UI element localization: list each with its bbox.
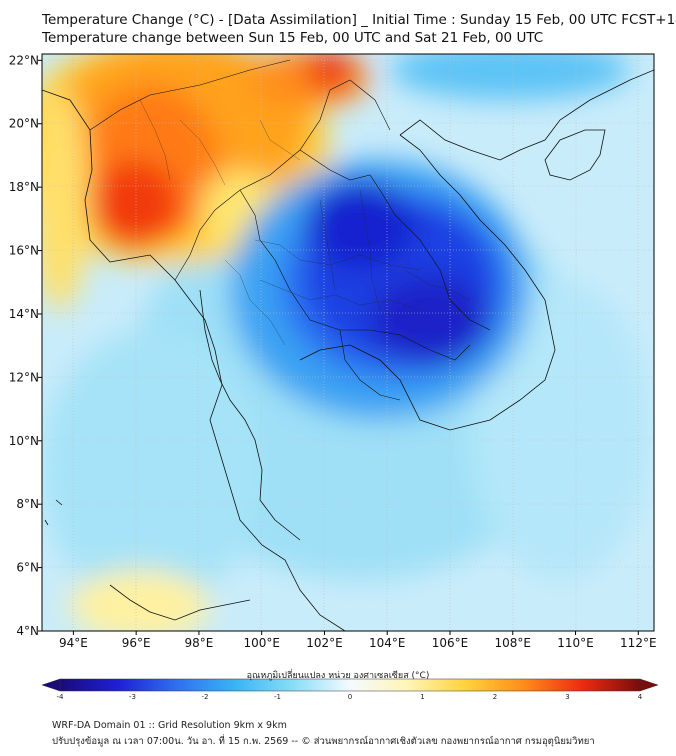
lon-tick-label: 100°E: [243, 636, 280, 650]
lat-tick-label: 20°N: [9, 117, 39, 131]
chart-title: Temperature Change (°C) - [Data Assimila…: [42, 12, 676, 28]
temperature-field: [42, 54, 654, 631]
lon-tick-label: 110°E: [557, 636, 594, 650]
lat-tick-label: 6°N: [16, 561, 39, 575]
lon-tick-label: 106°E: [432, 636, 469, 650]
colorbar-tick-label: 3: [565, 693, 569, 700]
coastlines: [42, 69, 654, 631]
lon-tick-label: 98°E: [184, 636, 213, 650]
colorbar-tick-label: 1: [420, 693, 424, 700]
colorbar-tick-label: -3: [129, 693, 136, 700]
model-info: WRF-DA Domain 01 :: Grid Resolution 9km …: [52, 720, 287, 731]
lat-tick-label: 16°N: [9, 244, 39, 258]
colorbar-tick-label: 0: [348, 693, 352, 700]
lon-tick-label: 94°E: [59, 636, 88, 650]
lon-tick-label: 108°E: [495, 636, 532, 650]
colorbar-tick-label: -4: [57, 693, 65, 700]
plot-frame: [41, 53, 655, 632]
temperature-change-map: 94°E 96°E 98°E 100°E 102°E 104°E 106°E 108°E 110…: [9, 53, 659, 700]
lat-tick-label: 22°N: [9, 53, 39, 67]
colorbar-tick-label: 2: [493, 693, 497, 700]
colorbar: -4 -3 -2 -1 0 1 2 3 4: [41, 678, 659, 700]
lon-axis: 94°E 96°E 98°E 100°E 102°E 104°E 106°E 108°E 110…: [59, 631, 657, 650]
lat-tick-label: 14°N: [9, 307, 39, 321]
lon-tick-label: 112°E: [620, 636, 657, 650]
colorbar-tick-label: -1: [274, 693, 281, 700]
lat-tick-label: 10°N: [9, 434, 39, 448]
colorbar-label: อุณหภูมิเปลี่ยนแปลง หน่วย องศาเซลเซียส (…: [246, 671, 430, 681]
chart-subtitle: Temperature change between Sun 15 Feb, 0…: [42, 30, 544, 46]
lon-tick-label: 102°E: [306, 636, 343, 650]
lat-tick-label: 12°N: [9, 370, 39, 384]
colorbar-tick-label: -2: [202, 693, 209, 700]
lat-tick-label: 18°N: [9, 180, 39, 194]
graticule: [42, 54, 654, 631]
update-info: ปรับปรุงข้อมูล ณ เวลา 07:00น. วัน อา. ที…: [52, 736, 595, 747]
country-borders: [89, 59, 491, 401]
lat-tick-label: 8°N: [16, 497, 39, 511]
lon-tick-label: 96°E: [122, 636, 151, 650]
lat-tick-label: 4°N: [16, 624, 39, 638]
lon-tick-label: 104°E: [369, 636, 406, 650]
lat-axis: 22°N 20°N 18°N 16°N 14°N 12°N 10°N 8°N 6°N 4°N: [9, 53, 42, 638]
colorbar-tick-label: 4: [638, 693, 643, 700]
